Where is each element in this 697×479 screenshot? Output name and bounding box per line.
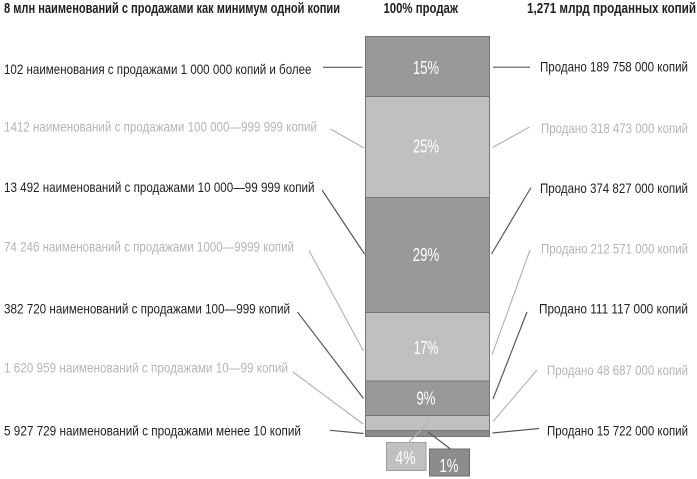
svg-text:1,271 млрд проданных копий: 1,271 млрд проданных копий [527,0,696,17]
svg-text:13 492 наименований с продажам: 13 492 наименований с продажами 10 000—9… [4,179,315,195]
svg-text:74 246 наименований с продажам: 74 246 наименований с продажами 1000—999… [4,239,294,255]
svg-text:1 620 959 наименований с прода: 1 620 959 наименований с продажами 10—99… [4,360,288,376]
svg-text:100% продаж: 100% продаж [383,0,458,17]
svg-text:Продано 15 722 000 копий: Продано 15 722 000 копий [547,423,688,439]
svg-text:1%: 1% [440,456,459,476]
svg-text:4%: 4% [396,448,416,468]
svg-text:1412 наименований с продажами: 1412 наименований с продажами 100 000—99… [4,119,317,135]
svg-text:25%: 25% [413,137,439,157]
svg-text:17%: 17% [414,338,439,358]
svg-text:29%: 29% [413,245,440,265]
svg-text:15%: 15% [413,58,439,78]
svg-text:382 720 наименований с продажа: 382 720 наименований с продажами 100—999… [4,301,290,317]
svg-text:Продано 374 827 000 копий: Продано 374 827 000 копий [540,180,688,196]
svg-text:8 млн наименований с продажами: 8 млн наименований с продажами как миним… [4,0,340,17]
svg-text:5 927 729 наименований с прода: 5 927 729 наименований с продажами менее… [4,423,301,439]
svg-text:Продано 111 117 000 копий: Продано 111 117 000 копий [539,301,688,317]
svg-text:102 наименования с продажами 1: 102 наименования с продажами 1 000 000 к… [4,61,312,77]
svg-text:9%: 9% [417,389,436,409]
svg-text:Продано 318 473 000 копий: Продано 318 473 000 копий [541,120,688,136]
svg-text:Продано 212 571 000 копий: Продано 212 571 000 копий [541,241,688,257]
svg-text:Продано 189 758 000 копий: Продано 189 758 000 копий [540,59,688,75]
svg-text:Продано 48 687 000 копий: Продано 48 687 000 копий [547,362,688,378]
